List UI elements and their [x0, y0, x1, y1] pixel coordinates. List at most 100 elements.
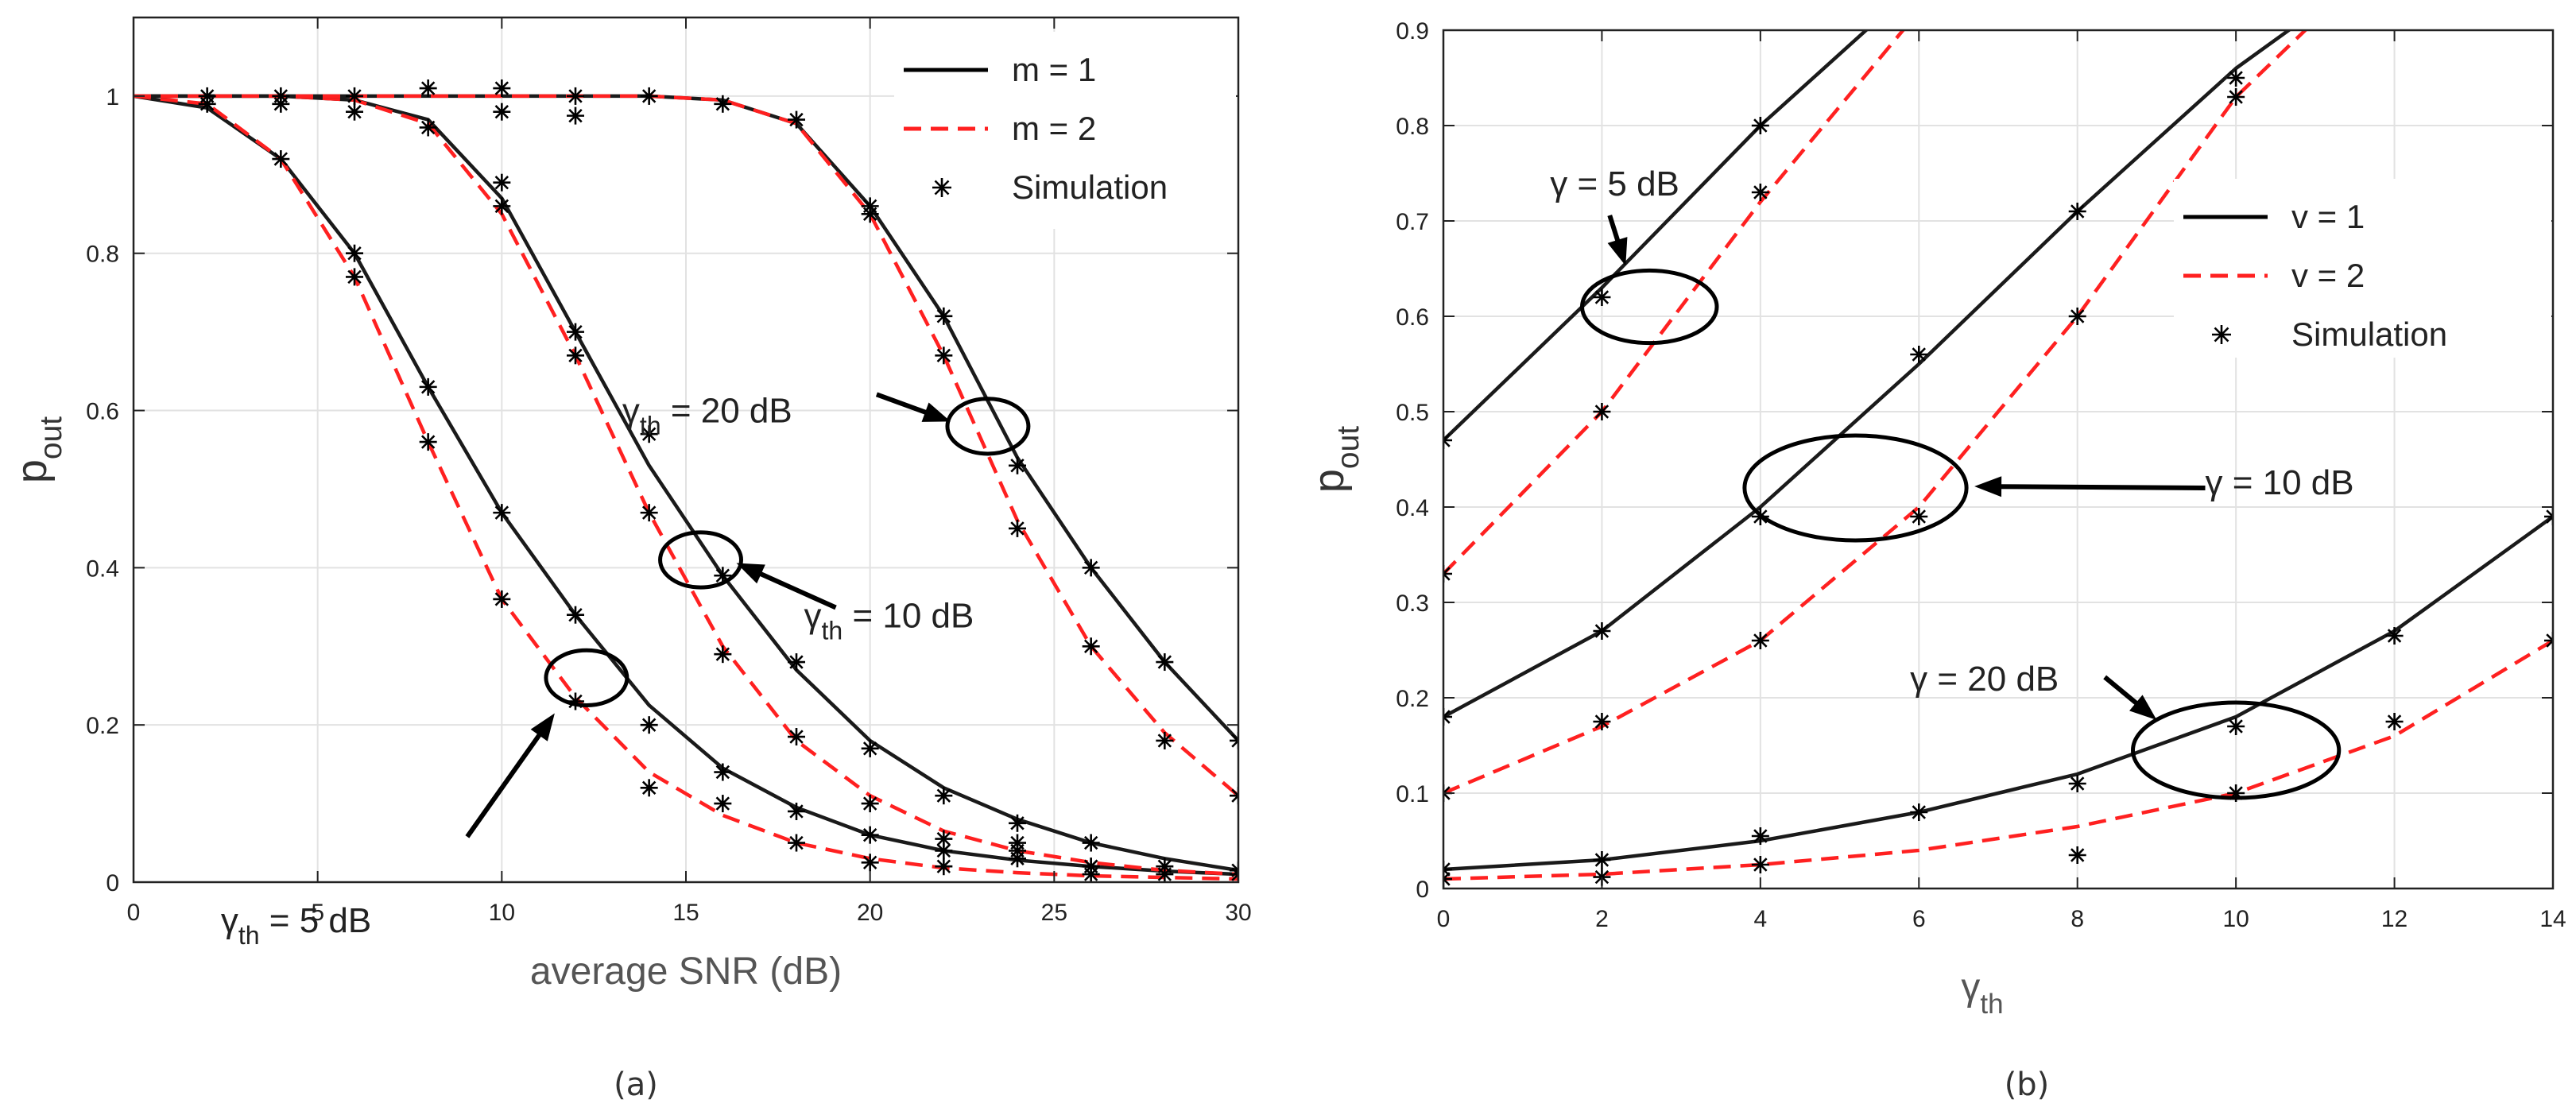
simulation-point-stroke — [1083, 859, 1098, 873]
simulation-point — [1156, 653, 1174, 672]
simulation-point-stroke — [568, 108, 583, 123]
simulation-point-stroke — [1231, 788, 1238, 798]
simulation-point — [1082, 559, 1100, 577]
simulation-point-stroke — [936, 348, 951, 363]
simulation-point-stroke — [641, 505, 657, 520]
simulation-point-stroke — [494, 505, 509, 520]
simulation-point — [346, 268, 363, 286]
simulation-point — [1910, 508, 1928, 525]
simulation-point-stroke — [2546, 633, 2553, 642]
simulation-point-stroke — [2070, 309, 2085, 323]
simulation-point — [346, 244, 363, 262]
simulation-point-stroke — [1231, 734, 1238, 742]
annotation-ellipse — [945, 397, 1031, 456]
simulation-point — [861, 795, 879, 813]
simulation-point-stroke — [641, 718, 657, 732]
simulation-point-stroke — [568, 324, 583, 339]
annotation-arrow-head — [736, 563, 765, 584]
simulation-point — [493, 173, 511, 192]
x-tick-label: 8 — [2070, 906, 2084, 932]
simulation-point — [2385, 713, 2404, 730]
simulation-point-stroke — [2070, 848, 2085, 862]
simulation-point — [272, 150, 290, 168]
simulation-point-stroke — [715, 647, 730, 661]
simulation-point-stroke — [2546, 509, 2553, 518]
simulation-point — [1751, 827, 1769, 845]
simulation-point — [788, 728, 805, 746]
annotation-arrow-shaft — [755, 570, 837, 610]
legend-label: m = 2 — [1012, 110, 1096, 147]
simulation-point-stroke — [641, 89, 657, 103]
annotation-arrow-shaft — [1997, 484, 2206, 490]
simulation-point — [567, 347, 584, 365]
y-axis-title-main: p — [1305, 469, 1353, 493]
y-tick-label: 0.5 — [1396, 400, 1429, 426]
simulation-point-stroke — [1443, 715, 1451, 724]
x-tick-label: 2 — [1595, 906, 1609, 932]
simulation-point-stroke — [2387, 714, 2402, 729]
annotation-arrow-shaft — [1607, 215, 1621, 246]
simulation-point-stroke — [1010, 843, 1025, 858]
simulation-point-stroke — [494, 104, 509, 119]
legend-box — [894, 32, 1236, 229]
annotation-ellipse — [2131, 700, 2342, 800]
x-tick-label: 10 — [489, 900, 515, 926]
simulation-point-stroke — [862, 207, 877, 221]
annotation-label-rest: = 20 dB — [661, 391, 792, 430]
simulation-point — [198, 95, 216, 113]
y-tick-label: 0.4 — [86, 556, 119, 582]
y-tick-label: 0.8 — [1396, 114, 1429, 140]
simulation-point-stroke — [1231, 794, 1238, 803]
legend-marker-stroke — [934, 180, 950, 196]
simulation-point — [788, 653, 805, 672]
annotation-label-main: γ — [1910, 660, 1927, 699]
simulation-point-stroke — [273, 97, 289, 111]
simulation-point-stroke — [199, 97, 215, 111]
simulation-point-stroke — [1912, 805, 1926, 819]
simulation-point-stroke — [1010, 521, 1025, 536]
annotation-label: γ = 20 dB — [1910, 660, 2059, 699]
axes-box — [1442, 29, 2555, 890]
y-tick-label: 0.2 — [1396, 686, 1429, 712]
legend-marker-stroke — [2214, 327, 2229, 343]
ticks: 0 2 4 6 8 10 12 14 0 0.1 0.2 0.3 0.4 0.5 0.6 0.7 0.8 0.9 — [1396, 18, 2566, 932]
simulation-point-stroke — [494, 199, 509, 214]
simulation-point-stroke — [1231, 739, 1238, 748]
y-tick-label: 0.8 — [86, 242, 119, 268]
simulation-point-stroke — [715, 568, 730, 583]
simulation-point — [2227, 69, 2245, 87]
simulation-point — [1230, 787, 1238, 805]
simulation-point-stroke — [568, 348, 583, 363]
figure-caption: (a) — [614, 1067, 658, 1103]
legend: v = 1 v = 2 Simulation — [2174, 179, 2551, 358]
y-tick-label: 0.7 — [1396, 209, 1429, 235]
x-axis-title: γth — [1961, 966, 2003, 1020]
legend-marker — [2212, 325, 2231, 344]
simulation-point-stroke — [1443, 872, 1451, 881]
simulation-point-stroke — [1753, 829, 1768, 843]
simulation-point — [1082, 858, 1100, 876]
annotation-arrow-shaft — [875, 392, 931, 416]
annotation-label-sub: th — [640, 411, 661, 439]
simulation-point-stroke — [568, 89, 583, 103]
simulation-point — [935, 307, 953, 325]
x-tick-label: 6 — [1912, 906, 1926, 932]
annotation-label-main: γ — [804, 596, 822, 635]
simulation-point — [1593, 288, 1611, 306]
simulation-point-stroke — [1594, 290, 1610, 304]
simulation-point — [714, 95, 732, 113]
simulation-point-stroke — [789, 730, 804, 744]
simulation-point-stroke — [420, 435, 436, 449]
chart-b: 0 2 4 6 8 10 12 14 0 0.1 0.2 0.3 0.4 0.5 0.6 0.7 0.8 0.9 γ… — [1305, 18, 2566, 1103]
annotation-ellipse — [658, 530, 743, 590]
y-axis-title-sub: out — [34, 416, 68, 459]
simulation-point — [1443, 565, 1452, 583]
simulation-point — [1910, 346, 1928, 363]
simulation-point — [640, 504, 658, 522]
simulation-point-stroke — [1594, 405, 1610, 419]
simulation-point — [1751, 117, 1769, 134]
simulation-point — [1230, 861, 1238, 880]
simulation-point-stroke — [1157, 734, 1172, 748]
